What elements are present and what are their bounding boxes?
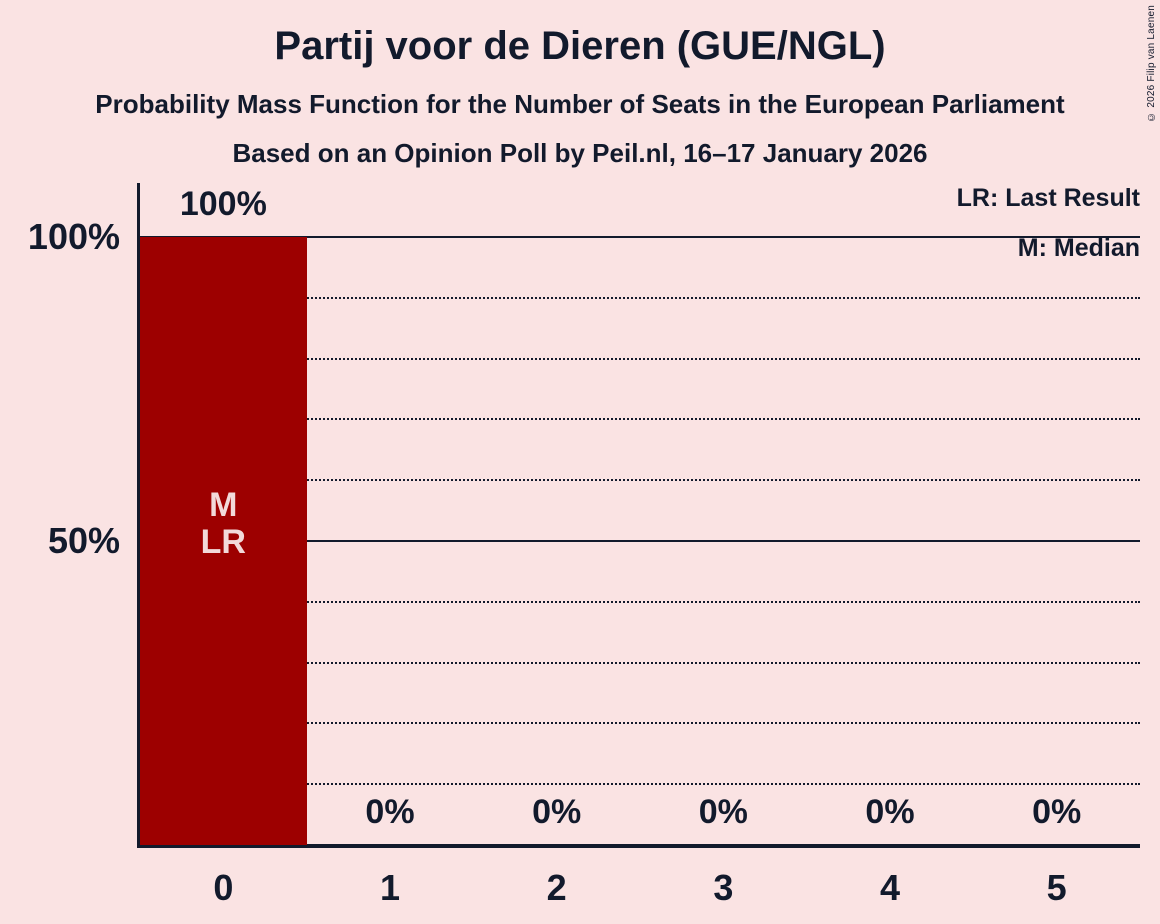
- plot-area: 100% M LR 0% 0% 0% 0% 0%: [140, 186, 1140, 845]
- value-label-4: 0%: [865, 793, 915, 831]
- chart-title: Partij voor de Dieren (GUE/NGL): [274, 24, 886, 68]
- x-tick-0: 0: [213, 867, 234, 908]
- bar-column-4: 0%: [807, 237, 974, 845]
- bar-seat-0: [140, 237, 307, 845]
- bar-column-0: 100% M LR: [140, 186, 307, 845]
- x-tick-5: 5: [1046, 867, 1067, 908]
- bar-marker-m: M: [209, 486, 238, 524]
- gridline-50: [140, 540, 1140, 542]
- value-label-2: 0%: [532, 793, 582, 831]
- gridline-10: [140, 783, 1140, 786]
- bar-column-3: 0%: [640, 237, 807, 845]
- bar-marker-lr: LR: [200, 523, 246, 561]
- gridline-70: [140, 418, 1140, 421]
- x-axis-labels: 0 1 2 3 4 5: [140, 868, 1140, 912]
- value-label-3: 0%: [698, 793, 748, 831]
- gridline-20: [140, 722, 1140, 725]
- value-label-1: 0%: [365, 793, 415, 831]
- x-tick-1: 1: [379, 867, 400, 908]
- x-axis-line: [137, 844, 1140, 848]
- bar-column-2: 0%: [473, 237, 640, 845]
- legend-last-result: LR: Last Result: [956, 184, 1140, 212]
- gridline-80: [140, 357, 1140, 360]
- legend-median: M: Median: [1017, 234, 1140, 262]
- bar-column-5: 0%: [973, 237, 1140, 845]
- copyright-notice: © 2026 Filip van Laenen: [1146, 5, 1157, 122]
- y-tick-100: 100%: [27, 216, 120, 257]
- y-axis-line: [137, 183, 140, 847]
- value-label-0: 100%: [179, 185, 267, 223]
- x-tick-4: 4: [879, 867, 900, 908]
- x-tick-3: 3: [713, 867, 734, 908]
- chart-subtitle: Probability Mass Function for the Number…: [95, 89, 1065, 119]
- chart-poll-source: Based on an Opinion Poll by Peil.nl, 16–…: [232, 138, 928, 168]
- y-tick-50: 50%: [47, 520, 120, 561]
- bar-column-1: 0%: [307, 237, 474, 845]
- gridline-40: [140, 600, 1140, 603]
- bar-annotations-0: M LR: [140, 487, 307, 561]
- gridline-100: [140, 236, 1140, 238]
- gridline-60: [140, 479, 1140, 482]
- gridline-90: [140, 296, 1140, 299]
- x-tick-2: 2: [546, 867, 567, 908]
- gridline-30: [140, 661, 1140, 664]
- value-label-5: 0%: [1032, 793, 1082, 831]
